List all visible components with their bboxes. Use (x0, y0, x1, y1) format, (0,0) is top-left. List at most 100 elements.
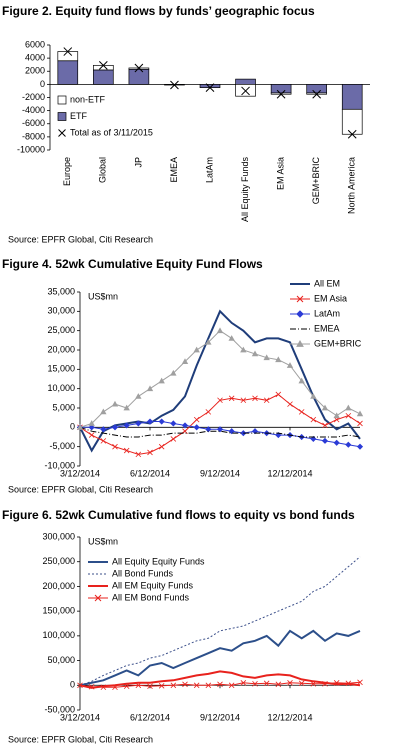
point-marker (310, 416, 317, 423)
point-marker (135, 682, 142, 689)
point-marker (322, 681, 328, 687)
point-marker (112, 443, 118, 450)
point-marker (275, 391, 282, 398)
total-marker (98, 60, 108, 70)
series-line (79, 426, 361, 438)
point-marker (170, 420, 177, 427)
point-marker (286, 362, 294, 368)
point-marker (193, 424, 200, 431)
y-tick-label: 20,000 (47, 344, 75, 354)
y-tick-label: 10,000 (47, 383, 75, 393)
point-marker (147, 449, 153, 456)
point-marker (228, 428, 235, 435)
point-marker (216, 426, 224, 433)
point-marker (100, 426, 107, 433)
point-marker (77, 682, 83, 689)
point-marker (357, 679, 363, 686)
unit-label: US$mn (88, 291, 118, 301)
point-marker (182, 681, 188, 688)
unit-label: US$mn (88, 536, 118, 546)
bar (235, 78, 256, 85)
y-tick-label: -10000 (17, 144, 45, 154)
point-marker (146, 385, 154, 392)
point-marker (135, 420, 142, 427)
point-marker (240, 680, 247, 686)
bar (93, 69, 114, 85)
point-marker (147, 683, 153, 690)
x-tick-label: 3/12/2014 (60, 468, 100, 478)
x-tick-label: 6/12/2014 (130, 712, 170, 722)
point-marker (228, 335, 235, 341)
y-tick-label: -2000 (22, 92, 45, 102)
y-tick-label: 200,000 (42, 581, 75, 591)
bar (57, 51, 79, 62)
legend-label: non-ETF (70, 94, 106, 104)
point-marker (100, 438, 107, 444)
point-marker (193, 682, 200, 689)
point-marker (321, 437, 329, 444)
legend-swatch (57, 112, 67, 121)
bar (306, 84, 327, 94)
legend-label: EMEA (314, 323, 340, 333)
source: Source: EPFR Global, Citi Research (8, 484, 153, 494)
point-marker (88, 420, 95, 426)
bar (57, 60, 79, 85)
point-marker (333, 412, 340, 419)
point-marker (263, 354, 270, 361)
bar (341, 108, 363, 135)
x-tick-label: EMEA (169, 157, 179, 183)
y-tick-label: 25,000 (47, 325, 75, 335)
legend-label: EM Asia (314, 293, 347, 303)
y-tick-label: -6000 (22, 118, 45, 128)
point-marker (333, 439, 340, 446)
point-marker (298, 377, 305, 384)
point-marker (345, 412, 352, 419)
series-line (79, 556, 361, 686)
y-tick-label: 35,000 (47, 286, 75, 296)
legend-label: All EM (314, 278, 340, 288)
x-tick-label: 9/12/2014 (200, 468, 240, 478)
point-marker (111, 400, 119, 407)
x-tick-label: 12/12/2014 (267, 468, 312, 478)
point-marker (193, 346, 200, 353)
total-marker (205, 83, 215, 93)
legend-marker (296, 339, 304, 347)
total-marker (241, 86, 250, 96)
point-marker (170, 682, 177, 689)
legend-label: LatAm (314, 308, 340, 318)
legend-marker (58, 129, 66, 137)
point-marker (205, 338, 212, 345)
point-marker (111, 424, 119, 431)
point-marker (228, 395, 235, 402)
point-marker (123, 683, 130, 690)
y-tick-label: 15,000 (47, 364, 75, 374)
legend-marker (296, 310, 304, 318)
x-tick-label: 3/12/2014 (60, 712, 100, 722)
y-tick-label: -5,000 (49, 441, 75, 451)
point-marker (287, 401, 293, 407)
point-marker (170, 369, 177, 376)
x-tick-label: Global (98, 157, 108, 183)
point-marker (345, 441, 352, 448)
point-marker (158, 377, 165, 384)
x-tick-label: 12/12/2014 (267, 712, 312, 722)
point-marker (275, 681, 282, 688)
x-tick-label: 6/12/2014 (130, 468, 170, 478)
point-marker (123, 422, 130, 429)
point-marker (252, 395, 258, 402)
legend-label: All EM Equity Funds (112, 580, 194, 590)
y-tick-label: -10,000 (44, 460, 75, 470)
point-marker (310, 393, 317, 399)
y-tick-label: 4000 (25, 53, 45, 63)
point-marker (322, 422, 328, 429)
x-tick-label: North America (347, 157, 357, 214)
legend-label: All Bond Funds (112, 568, 174, 578)
series-line (79, 670, 361, 689)
point-marker (205, 426, 212, 433)
y-tick-label: 0 (70, 422, 75, 432)
x-tick-label: 9/12/2014 (200, 712, 240, 722)
point-marker (263, 397, 270, 404)
point-marker (205, 682, 212, 689)
bar (128, 68, 150, 85)
